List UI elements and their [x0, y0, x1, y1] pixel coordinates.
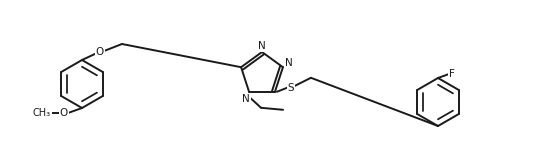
Text: S: S: [288, 83, 294, 93]
Text: N: N: [242, 94, 250, 104]
Text: N: N: [285, 58, 293, 68]
Text: N: N: [258, 41, 266, 51]
Text: O: O: [60, 108, 68, 118]
Text: CH₃: CH₃: [33, 108, 51, 118]
Text: O: O: [96, 47, 104, 57]
Text: F: F: [449, 69, 455, 79]
